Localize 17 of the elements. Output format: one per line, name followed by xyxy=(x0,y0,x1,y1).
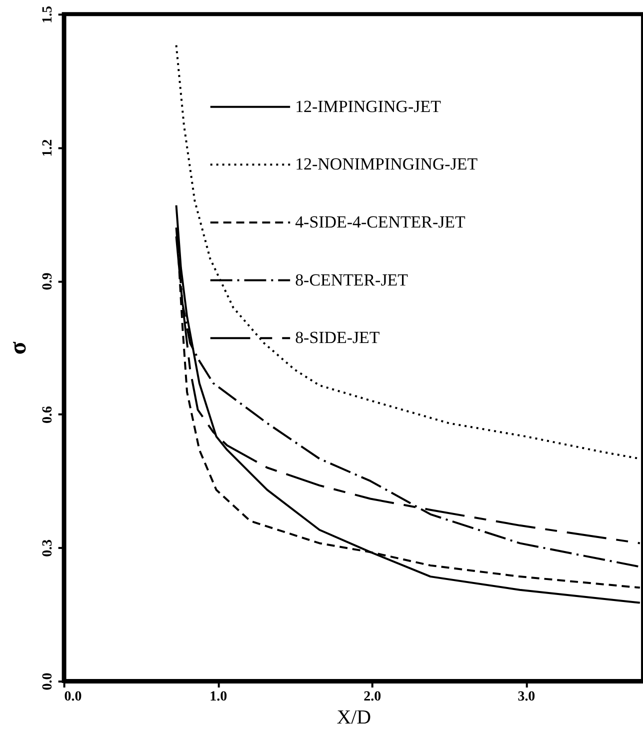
y-tick-label: 0.3 xyxy=(40,539,56,557)
legend-label: 12-NONIMPINGING-JET xyxy=(295,154,478,174)
y-tick-label: 0.9 xyxy=(40,272,56,290)
y-axis-title: σ xyxy=(5,342,32,355)
legend-label: 4-SIDE-4-CENTER-JET xyxy=(295,212,466,232)
y-tick-label: 1.2 xyxy=(40,139,56,157)
y-tick-label: 0.0 xyxy=(40,672,56,690)
x-tick-label: 1.0 xyxy=(210,689,228,704)
x-tick-label: 2.0 xyxy=(364,689,382,704)
legend-label: 8-CENTER-JET xyxy=(295,270,409,290)
y-tick-label: 1.5 xyxy=(40,6,56,24)
x-tick-label: 3.0 xyxy=(518,689,536,704)
x-tick-label: 0.0 xyxy=(64,689,82,704)
x-axis-title: X/D xyxy=(336,706,372,728)
y-tick-label: 0.6 xyxy=(40,406,56,424)
legend-label: 12-IMPINGING-JET xyxy=(295,96,442,116)
legend-label: 8-SIDE-JET xyxy=(295,328,380,348)
